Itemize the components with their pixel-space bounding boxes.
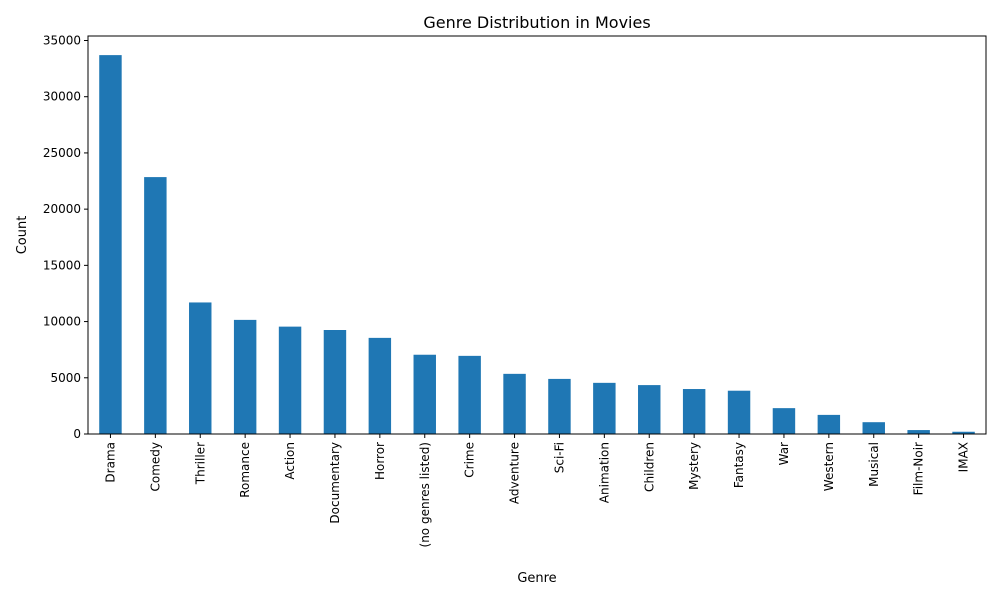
x-tick-label: Mystery: [687, 442, 701, 490]
bar-western: [817, 414, 841, 434]
x-tick-label: Fantasy: [732, 442, 746, 488]
x-tick-label: Thriller: [193, 442, 207, 485]
bar-mystery: [682, 389, 706, 434]
x-axis-title: Genre: [517, 571, 556, 586]
bar-children: [638, 385, 661, 434]
bar-sci-fi: [548, 378, 571, 434]
x-tick-label: Drama: [103, 442, 117, 483]
chart-title: Genre Distribution in Movies: [423, 13, 650, 32]
bar-documentary: [323, 330, 347, 434]
x-tick-label: Action: [283, 442, 297, 480]
bar-imax: [952, 431, 975, 434]
x-tick-label: Romance: [238, 442, 252, 498]
bar-animation: [593, 382, 616, 434]
y-axis-title: Count: [15, 216, 30, 255]
bar-crime: [458, 355, 481, 434]
y-tick-label: 20000: [43, 202, 81, 216]
x-tick-label: Children: [642, 442, 656, 492]
y-tick-label: 30000: [43, 90, 81, 104]
y-tick-label: 35000: [43, 33, 81, 47]
y-tick-label: 25000: [43, 146, 81, 160]
bars-group: [99, 55, 975, 434]
y-tick-label: 10000: [43, 315, 81, 329]
bar-adventure: [503, 373, 526, 434]
x-tick-label: Horror: [373, 442, 387, 480]
bar-comedy: [144, 177, 167, 434]
x-tick-label: Comedy: [148, 442, 162, 492]
bar-war: [772, 408, 796, 434]
x-tick-label: Sci-Fi: [552, 442, 566, 473]
bar-film-noir: [907, 430, 930, 434]
x-tick-label: Crime: [463, 442, 477, 478]
x-tick-label: Animation: [597, 442, 611, 503]
x-tick-label: (no genres listed): [418, 442, 432, 547]
y-tick-label: 5000: [50, 371, 81, 385]
plot-frame: [87, 35, 987, 435]
bar-musical: [862, 422, 885, 434]
y-tick-label: 0: [73, 427, 81, 441]
x-tick-label: Documentary: [328, 442, 342, 524]
y-axis: 0 5000 10000 15000 20000 25000 30000 35000: [43, 33, 88, 441]
bar-thriller: [189, 302, 212, 434]
x-tick-label: Adventure: [508, 442, 522, 504]
x-tick-label: Musical: [867, 442, 881, 487]
x-tick-label: War: [777, 442, 791, 465]
bar-romance: [233, 319, 257, 434]
bar-action: [278, 326, 302, 434]
bar-horror: [368, 337, 392, 434]
bar-no-genres-listed: [413, 354, 436, 434]
x-tick-label: IMAX: [957, 442, 971, 472]
x-tick-label: Film-Noir: [912, 442, 926, 495]
bar-fantasy: [727, 390, 751, 434]
x-tick-label: Western: [822, 442, 836, 491]
y-tick-label: 15000: [43, 258, 81, 272]
bar-drama: [99, 55, 122, 434]
x-axis: Drama Comedy Thriller Romance Action Document…: [103, 434, 971, 547]
